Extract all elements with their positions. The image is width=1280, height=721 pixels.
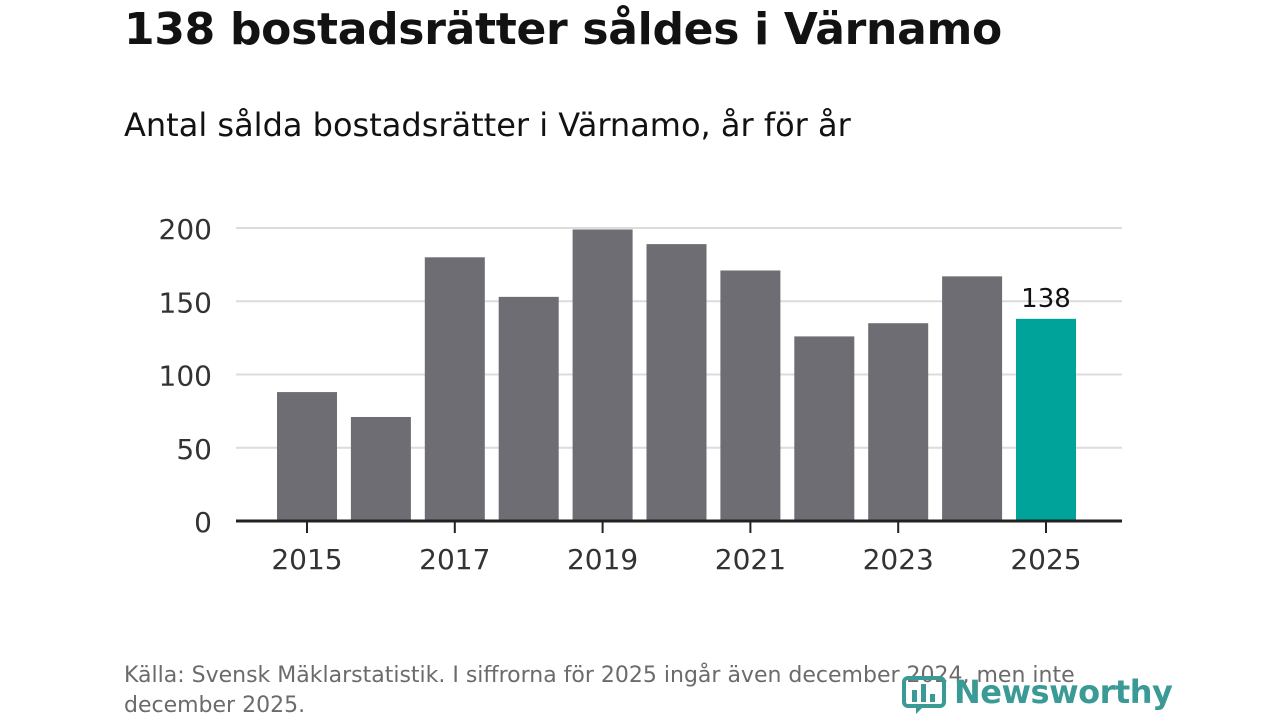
bars [277, 229, 1076, 522]
x-tick-label: 2017 [419, 543, 490, 576]
chart-subtitle: Antal sålda bostadsrätter i Värnamo, år … [124, 106, 851, 144]
bar-2019 [572, 229, 633, 521]
source-note: Källa: Svensk Mäklarstatistik. I siffror… [124, 663, 1075, 718]
x-tick-label: 2021 [715, 543, 786, 576]
logo-tail [916, 706, 924, 714]
bar-2025 [1016, 318, 1076, 521]
y-tick-label: 0 [194, 506, 212, 539]
brand-name: Newsworthy [954, 673, 1173, 711]
bar-2022 [794, 336, 855, 521]
logo-bar-2 [921, 684, 926, 702]
x-tick-label: 2023 [863, 543, 934, 576]
data-labels: 138 [1021, 284, 1071, 314]
y-tick-label: 50 [176, 433, 212, 466]
bar-2021 [720, 270, 781, 521]
x-tick-label: 2025 [1010, 543, 1081, 576]
bar-2020 [646, 244, 707, 522]
bar-2016 [350, 416, 411, 521]
bar-2023 [868, 323, 929, 521]
chart-title: 138 bostadsrätter såldes i Värnamo [124, 4, 1002, 55]
bar-2024 [942, 276, 1003, 521]
data-label-2025: 138 [1021, 284, 1071, 314]
logo-bar-1 [912, 690, 917, 702]
newsworthy-logo-icon [902, 676, 946, 714]
bar-chart: 0 50 100 150 200 138 2015 2017 2019 2021 2023 202… [159, 213, 1122, 576]
x-tick-label: 2015 [271, 543, 342, 576]
y-tick-label: 200 [159, 213, 212, 246]
bar-2015 [277, 392, 337, 521]
logo-bar-3 [930, 694, 935, 702]
x-axis-ticks: 2015 2017 2019 2021 2023 2025 [236, 519, 1122, 576]
bar-2018 [498, 296, 559, 521]
y-tick-label: 100 [159, 360, 212, 393]
y-axis-ticks: 0 50 100 150 200 [159, 213, 212, 539]
y-tick-label: 150 [159, 286, 212, 319]
bar-2017 [424, 257, 485, 521]
newsworthy-brand: Newsworthy [902, 668, 1173, 716]
x-tick-label: 2019 [567, 543, 638, 576]
